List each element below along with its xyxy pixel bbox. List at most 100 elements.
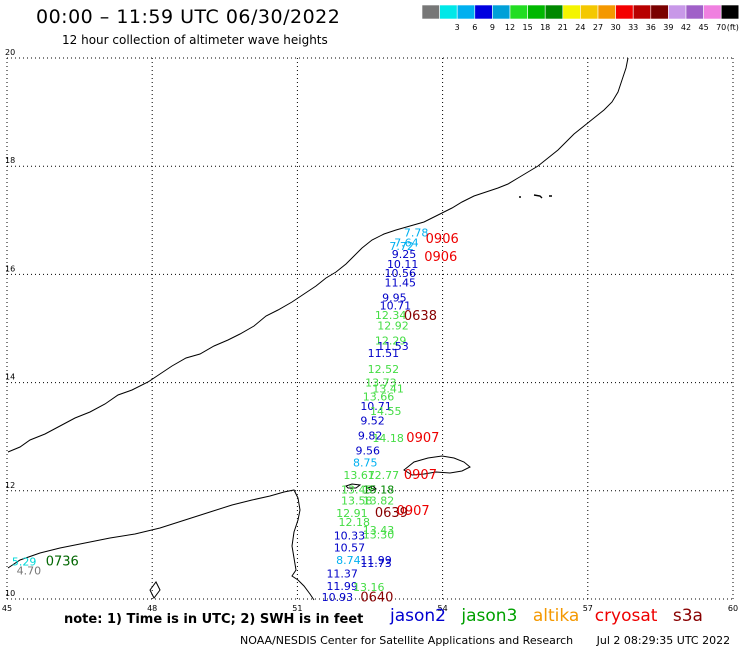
swh-value: 12.52 — [368, 363, 400, 376]
pass-time-label: 0907 — [406, 431, 439, 446]
y-tick-label: 10 — [5, 589, 15, 598]
swh-value: 4.70 — [17, 565, 42, 578]
pass-time-label: 0907 — [397, 504, 430, 519]
legend-label: 6 — [472, 23, 477, 32]
swh-value: 10.57 — [334, 541, 366, 554]
legend-label: 24 — [575, 23, 585, 32]
swh-value: 10.71 — [360, 400, 392, 413]
swh-value: 9.52 — [360, 414, 385, 427]
x-tick-label: 48 — [147, 604, 157, 613]
pass-time-label: 0906 — [426, 232, 459, 247]
swh-value: 12.91 — [336, 507, 368, 520]
swh-value: 11.51 — [368, 347, 400, 360]
legend-label: 3 — [455, 23, 460, 32]
somalia-coastline — [7, 489, 315, 601]
x-tick-label: 54 — [438, 604, 448, 613]
x-tick-label: 51 — [292, 604, 302, 613]
swh-value: 11.99 — [326, 580, 358, 593]
legend-label: 15 — [523, 23, 533, 32]
legend-swatch — [720, 4, 740, 20]
pass-time-label: 0638 — [404, 309, 437, 324]
y-tick-label: 16 — [5, 264, 15, 273]
swh-value: 9.25 — [392, 248, 417, 261]
swh-value: 12.92 — [377, 320, 409, 333]
y-tick-label: 14 — [5, 373, 15, 382]
legend-label: 45 — [699, 23, 709, 32]
legend-label: 18 — [540, 23, 550, 32]
pass-time-label: 0640 — [360, 591, 393, 606]
satellite-jason2: jason2 — [390, 606, 446, 626]
legend-label: 42 — [681, 23, 691, 32]
legend-label: 30 — [611, 23, 621, 32]
axis-tick-labels: 45 48 51 54 57 60 10 12 14 16 18 20 — [2, 48, 738, 613]
footer-credit: NOAA/NESDIS Center for Satellite Applica… — [240, 634, 574, 647]
x-tick-label: 57 — [583, 604, 593, 613]
swh-value: 12.34 — [375, 309, 407, 322]
swh-value: 8.75 — [353, 456, 378, 469]
footer: NOAA/NESDIS Center for Satellite Applica… — [240, 634, 730, 647]
arabian-coastline — [7, 57, 629, 453]
y-tick-label: 18 — [5, 156, 15, 165]
swh-value: 13.41 — [372, 382, 404, 395]
satellite-altika: altika — [532, 606, 580, 626]
legend-label: 36 — [646, 23, 656, 32]
pass-time-label: 0736 — [46, 554, 79, 569]
x-tick-label: 45 — [2, 604, 12, 613]
legend-label: 21 — [558, 23, 568, 32]
swh-value: 7.78 — [404, 227, 429, 240]
legend-label: 39 — [663, 23, 673, 32]
swh-value: 11.45 — [385, 276, 417, 289]
swh-value: 7.64 — [394, 236, 419, 249]
swh-value: 10.33 — [334, 529, 366, 542]
y-tick-label: 12 — [5, 481, 15, 490]
swh-value: 14.18 — [372, 432, 404, 445]
swh-value: 9.56 — [355, 445, 380, 458]
swh-value: 12.29 — [375, 335, 407, 348]
swh-value: 13.43 — [363, 524, 395, 537]
darsa-island — [367, 485, 377, 492]
satellite-jason3: jason3 — [461, 606, 518, 626]
satellite-cryosat: cryosat — [594, 606, 658, 626]
swh-value: 10.11 — [387, 258, 419, 271]
note-text: note: 1) Time is in UTC; 2) SWH is in fe… — [64, 612, 364, 627]
y-tick-label: 20 — [5, 48, 15, 57]
swh-value: 10.71 — [380, 300, 412, 313]
swh-value: 13.16 — [353, 581, 385, 594]
pass-time-label: 0906 — [424, 250, 457, 265]
pass-time-label: 0639 — [375, 506, 408, 521]
swh-value: 9.95 — [382, 291, 407, 304]
coastline — [7, 57, 629, 601]
legend-label: 27 — [593, 23, 603, 32]
swh-value: 13.30 — [363, 528, 395, 541]
swh-value: 12.18 — [339, 516, 371, 529]
swh-value: 8.74 — [336, 554, 361, 567]
legend-label: 33 — [628, 23, 638, 32]
swh-value: 15.18 — [363, 484, 395, 497]
swh-value: 12.77 — [368, 469, 400, 482]
legend-label: 70 — [716, 23, 726, 32]
socotra-island — [403, 455, 471, 476]
observations-layer: 7.787.647.729.2510.1110.5611.459.9510.71… — [12, 227, 429, 605]
lat-lon-grid — [6, 57, 734, 600]
swh-value: 14.55 — [370, 405, 402, 418]
map-subtitle: 12 hour collection of altimeter wave hei… — [62, 33, 328, 47]
kuria-muria-islands — [519, 194, 552, 199]
swh-value: 11.37 — [326, 567, 358, 580]
legend-unit: (ft) — [727, 23, 739, 32]
satellite-s3a: s3a — [672, 606, 703, 626]
satellite-legend: jason2 jason3 altika cryosat s3a — [390, 606, 713, 626]
x-tick-label: 60 — [728, 604, 738, 613]
swh-value: 11.53 — [377, 340, 409, 353]
abd-al-kuri-island — [345, 483, 362, 489]
swh-value: 13.58 — [341, 494, 373, 507]
swh-value: 10.93 — [322, 591, 354, 604]
legend-label: 9 — [490, 23, 495, 32]
footer-timestamp: Jul 2 08:29:35 UTC 2022 — [596, 634, 731, 647]
pass-time-label: 0907 — [404, 468, 437, 483]
swh-value: 13.66 — [363, 390, 395, 403]
swh-value: 11.73 — [360, 557, 392, 570]
swh-value: 13.45 — [341, 484, 373, 497]
swh-value: 13.82 — [363, 494, 395, 507]
